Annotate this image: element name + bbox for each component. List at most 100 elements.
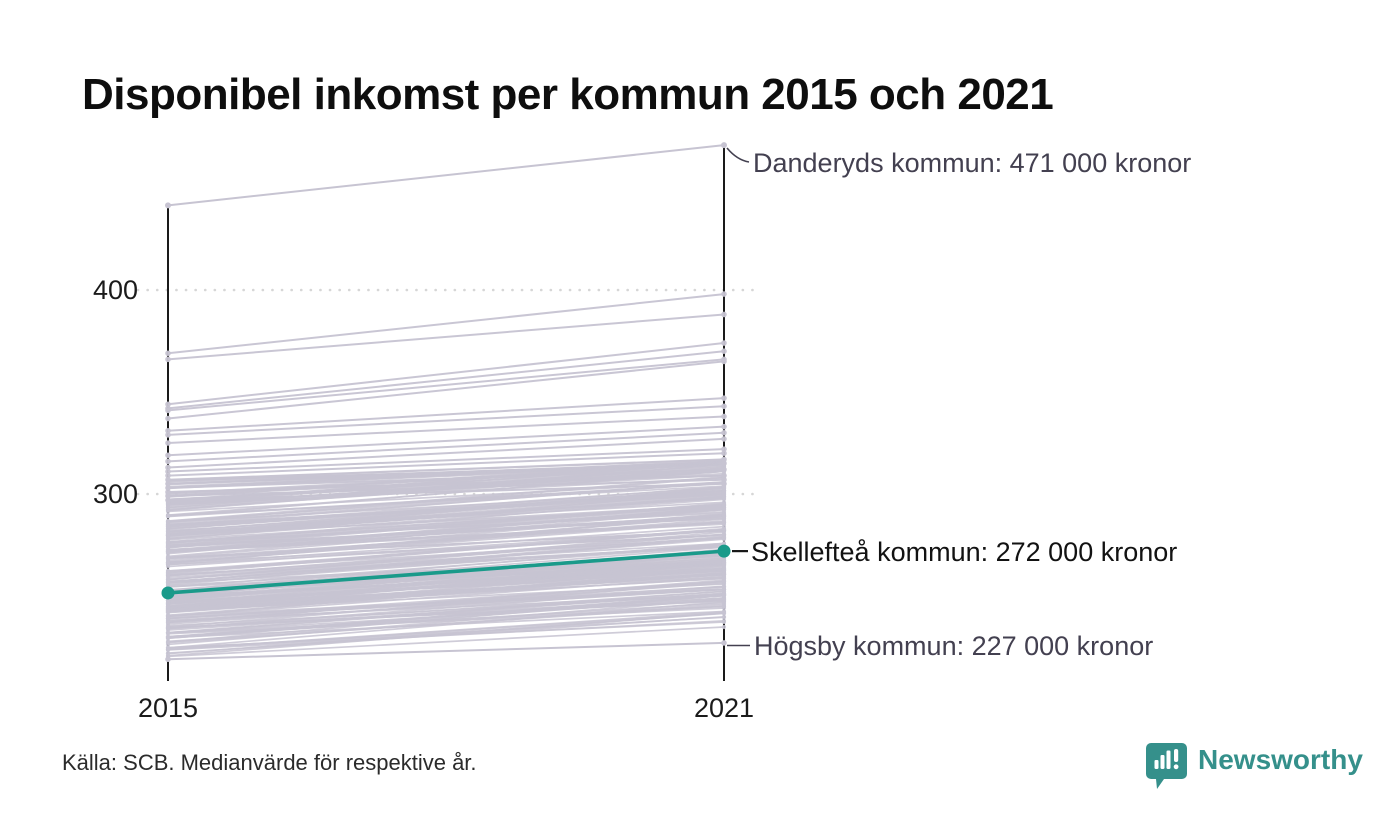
municipality-line-endpoint xyxy=(165,440,171,446)
municipality-line-endpoint xyxy=(165,555,171,560)
municipality-line-endpoint xyxy=(165,458,171,465)
municipality-line-endpoint xyxy=(165,452,171,459)
municipality-line xyxy=(167,448,725,473)
municipality-line-endpoint xyxy=(721,430,727,436)
municipality-line-endpoint xyxy=(165,401,171,408)
municipality-line-endpoint xyxy=(165,645,171,650)
municipality-line-endpoint xyxy=(721,615,727,620)
municipality-line xyxy=(167,577,725,612)
municipality-line xyxy=(167,554,725,599)
municipality-line xyxy=(167,485,725,517)
municipality-line-endpoint xyxy=(721,348,727,355)
municipality-line xyxy=(167,397,725,432)
municipality-line xyxy=(167,585,725,620)
municipality-line-endpoint xyxy=(165,624,171,630)
municipality-line-endpoint xyxy=(721,490,727,495)
municipality-line-endpoint xyxy=(721,456,727,463)
upper-outlier-lines xyxy=(165,142,727,663)
municipality-line-endpoint xyxy=(721,358,727,365)
municipality-line-endpoint xyxy=(721,589,727,594)
municipality-line-endpoint xyxy=(165,536,171,542)
skelleftea-line-endpoint xyxy=(717,544,731,558)
municipality-line xyxy=(167,555,725,584)
municipality-line-endpoint xyxy=(721,403,727,410)
municipality-line-endpoint xyxy=(165,513,171,518)
municipality-line-endpoint xyxy=(721,436,727,442)
municipality-line-endpoint xyxy=(721,311,727,318)
y-axis-tick-400: 400 xyxy=(92,275,138,305)
skelleftea-line xyxy=(167,549,725,595)
municipality-line-endpoint xyxy=(721,592,727,597)
municipality-line xyxy=(167,610,725,639)
municipality-line-endpoint xyxy=(721,446,727,452)
municipality-line xyxy=(167,468,725,489)
municipality-line xyxy=(167,486,725,536)
x-axis-tick-2021: 2021 xyxy=(693,693,755,723)
municipality-line-endpoint xyxy=(165,608,171,613)
municipality-line xyxy=(167,360,725,420)
municipality-line xyxy=(167,598,725,634)
municipality-line xyxy=(167,452,725,477)
municipality-line-endpoint xyxy=(721,460,727,467)
municipality-line xyxy=(167,462,725,485)
municipality-line-endpoint xyxy=(165,540,171,545)
municipality-line-endpoint xyxy=(165,472,171,479)
municipality-line-endpoint xyxy=(165,620,171,625)
danderyd-line-endpoint xyxy=(165,202,171,209)
municipality-line-endpoint xyxy=(721,472,727,479)
municipality-line xyxy=(167,536,725,577)
municipality-line xyxy=(167,528,725,568)
municipality-line xyxy=(167,350,725,410)
municipality-line-endpoint xyxy=(721,579,727,585)
municipality-line-endpoint xyxy=(165,509,171,514)
municipality-line xyxy=(167,590,725,634)
municipality-line xyxy=(167,486,725,528)
municipality-line-endpoint xyxy=(721,619,727,625)
municipality-line-endpoint xyxy=(721,601,727,606)
municipality-line xyxy=(167,425,725,457)
municipality-line xyxy=(167,437,725,469)
hogsby-line xyxy=(167,641,725,661)
municipality-line xyxy=(167,482,725,502)
municipality-line xyxy=(167,598,725,646)
hogsby-line-endpoint xyxy=(165,656,171,663)
y-axis-tick-300: 300 xyxy=(92,479,138,509)
municipality-line xyxy=(167,511,725,544)
municipality-line-endpoint xyxy=(165,561,171,566)
municipality-line-endpoint xyxy=(721,576,727,581)
municipality-line-endpoint xyxy=(165,493,171,499)
municipality-line-endpoint xyxy=(165,600,171,605)
newsworthy-logo: Newsworthy xyxy=(1146,741,1363,791)
municipality-line-endpoint xyxy=(165,533,171,539)
municipality-line-endpoint xyxy=(721,502,727,507)
municipality-line xyxy=(167,342,725,406)
danderyd-line xyxy=(167,144,725,207)
annotation-hogsby: Högsby kommun: 227 000 kronor xyxy=(754,631,1154,661)
municipality-line-endpoint xyxy=(721,506,727,511)
municipality-line xyxy=(167,626,725,658)
municipality-line-endpoint xyxy=(165,575,171,580)
municipality-line xyxy=(167,478,725,498)
municipality-line-endpoint xyxy=(165,524,171,529)
municipality-line xyxy=(167,581,725,628)
municipality-line-endpoint xyxy=(165,497,171,503)
municipality-line-endpoint xyxy=(165,505,171,510)
municipality-line xyxy=(167,573,725,608)
municipality-line xyxy=(167,513,725,554)
municipality-line-endpoint xyxy=(721,481,727,487)
municipality-line xyxy=(167,546,725,579)
municipality-line-endpoint xyxy=(721,423,727,430)
municipality-line-endpoint xyxy=(165,489,171,495)
annotation-danderyd: Danderyds kommun: 471 000 kronor xyxy=(753,148,1192,178)
municipality-line xyxy=(167,593,725,627)
municipality-line-endpoint xyxy=(165,432,171,438)
municipality-line xyxy=(167,313,725,361)
municipality-line-endpoint xyxy=(165,464,171,471)
danderyd-line-endpoint xyxy=(721,142,727,149)
municipality-line-endpoint xyxy=(165,550,171,555)
municipality-line xyxy=(167,458,725,481)
municipality-line xyxy=(167,528,725,575)
municipality-line-endpoint xyxy=(165,518,171,524)
municipality-line-endpoint xyxy=(721,605,727,611)
municipality-line xyxy=(167,475,725,522)
